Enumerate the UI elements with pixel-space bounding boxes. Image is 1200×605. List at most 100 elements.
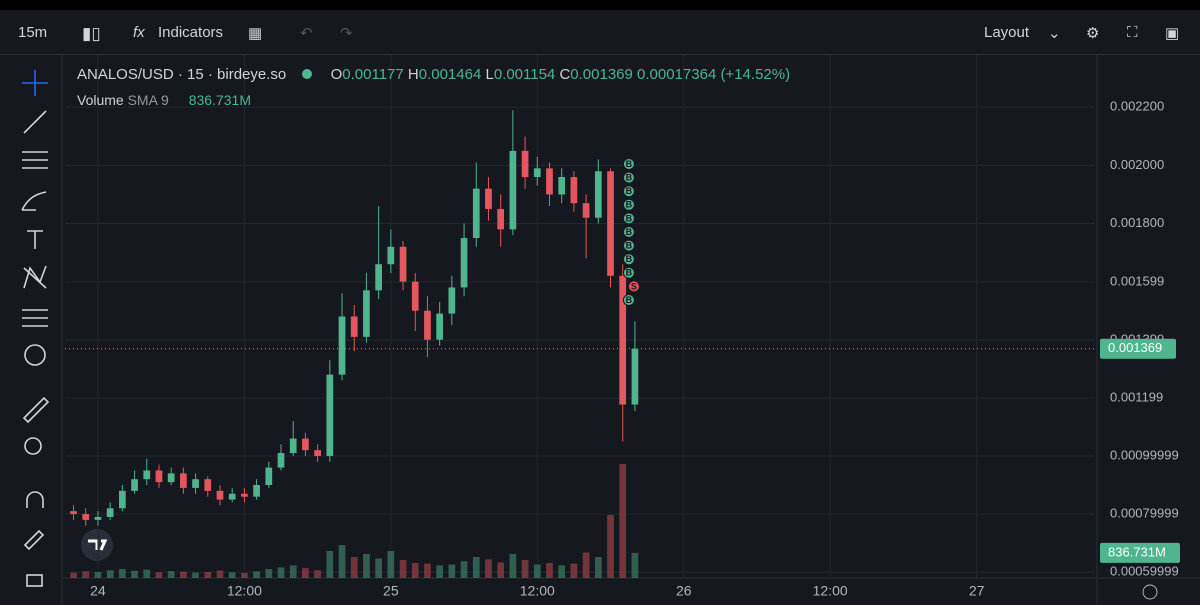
candle-body — [570, 177, 578, 204]
open-value: 0.001177 — [342, 66, 404, 83]
candle-body — [241, 493, 248, 497]
c-label: C — [559, 66, 571, 83]
sma-label: SMA 9 — [127, 92, 169, 108]
candle-body — [497, 208, 505, 230]
candle-body — [143, 470, 151, 480]
y-tick-label: 0.002200 — [1110, 99, 1164, 114]
trade-marker — [622, 253, 635, 266]
y-tick-label: 0.00079999 — [1110, 506, 1179, 521]
volume-bar — [570, 563, 578, 578]
trade-marker — [622, 158, 635, 170]
candle-body — [387, 246, 395, 265]
trade-marker-label: B — [626, 227, 633, 237]
ruler-tool[interactable] — [22, 396, 50, 424]
x-tick-label: 26 — [676, 583, 692, 599]
volume-bar — [448, 564, 456, 578]
trade-marker-label: B — [626, 213, 633, 223]
candle-body — [277, 453, 285, 468]
templates[interactable]: ▦ — [248, 25, 263, 42]
volume-bar — [594, 557, 602, 578]
candle-body — [167, 473, 175, 483]
interval[interactable]: 15m — [18, 24, 48, 41]
layout[interactable]: Layout — [984, 24, 1030, 41]
candle-body — [448, 287, 456, 314]
l-label: L — [485, 66, 494, 83]
pattern-tool[interactable] — [23, 265, 47, 289]
candle-body — [338, 316, 346, 375]
fullscreen[interactable]: ⛶ — [1127, 24, 1138, 41]
volume-bar — [253, 571, 260, 578]
volume-bar — [460, 561, 468, 578]
candle-body — [485, 188, 492, 209]
volume-bar — [546, 563, 553, 578]
y-tick-label: 0.001800 — [1110, 215, 1164, 230]
candle-body — [472, 188, 480, 239]
y-tick-label: 0.00099999 — [1110, 447, 1179, 462]
last-volume-box — [1100, 542, 1180, 563]
volume-bar — [119, 569, 126, 578]
candle-body — [289, 438, 297, 454]
volume-bar — [485, 559, 492, 578]
layout-caret[interactable]: ⌄ — [1048, 25, 1061, 42]
y-tick-label: 0.001199 — [1110, 390, 1163, 405]
trade-marker — [622, 226, 635, 238]
trade-marker — [622, 185, 635, 198]
volume-bar — [436, 565, 444, 578]
lock-draw-tool[interactable] — [23, 529, 45, 551]
candle-body — [180, 473, 187, 488]
volume-bar — [472, 557, 480, 578]
trade-marker-label: B — [626, 268, 633, 278]
candle-body — [424, 310, 431, 340]
trade-marker-label: B — [626, 254, 633, 264]
trade-marker — [622, 198, 635, 211]
indicators[interactable]: Indicators — [158, 24, 224, 41]
redo[interactable]: ↷ — [340, 25, 353, 42]
candle-body — [82, 514, 90, 520]
fib-tool[interactable] — [22, 151, 48, 169]
lock-tool[interactable] — [26, 574, 43, 587]
zoom-tool[interactable] — [24, 437, 42, 455]
candle-body — [375, 264, 382, 291]
candle-body — [253, 485, 260, 497]
volume-bar — [326, 551, 334, 578]
volume-bar — [338, 545, 346, 578]
plot-area — [65, 55, 1095, 578]
volume-bar — [302, 568, 309, 578]
volume-bar — [533, 564, 541, 578]
candle-body — [106, 508, 114, 517]
emoji-tool[interactable] — [24, 344, 46, 366]
volume-bar — [314, 570, 321, 578]
volume-bar — [375, 558, 382, 578]
x-tick-label: 24 — [90, 583, 106, 599]
trade-marker — [622, 212, 635, 225]
top-strip — [0, 0, 1200, 10]
volume-bar — [289, 565, 297, 578]
trade-marker-label: S — [631, 281, 637, 291]
volume-bar — [70, 572, 77, 578]
forecast-tool[interactable] — [22, 309, 48, 327]
text-tool[interactable] — [27, 230, 43, 249]
candle-body — [70, 511, 77, 515]
fx-icon[interactable]: fx — [133, 24, 145, 41]
crosshair-tool[interactable] — [22, 70, 48, 96]
snapshot[interactable]: ▣ — [1165, 25, 1180, 42]
chart-type[interactable]: ▮▯ — [82, 24, 101, 43]
brush-tool[interactable] — [21, 191, 47, 211]
settings-icon[interactable] — [1142, 584, 1158, 600]
volume-label: Volume — [77, 92, 124, 108]
trade-marker — [622, 239, 635, 252]
x-tick-label: 27 — [969, 583, 985, 599]
candle-body — [155, 470, 163, 483]
volume-bar — [387, 551, 395, 578]
volume-bar — [350, 557, 358, 578]
settings[interactable]: ⚙ — [1086, 25, 1100, 42]
volume-bar — [497, 562, 505, 578]
trade-marker-label: B — [626, 186, 633, 196]
undo[interactable]: ↶ — [300, 25, 313, 42]
x-tick-label: 12:00 — [520, 583, 555, 599]
magnet-tool[interactable] — [26, 491, 44, 508]
candle-body — [631, 348, 639, 405]
line-tool[interactable] — [23, 110, 47, 134]
